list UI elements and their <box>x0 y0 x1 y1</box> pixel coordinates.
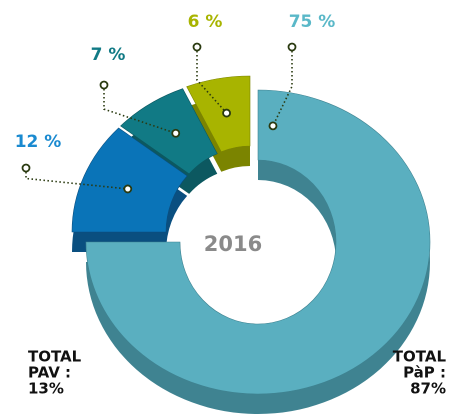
center-label: 2016 <box>204 232 262 256</box>
leader-dot <box>222 108 231 118</box>
total-label: 87% <box>410 380 446 398</box>
total-label: TOTAL <box>393 348 447 366</box>
value-label: 7 % <box>91 45 126 65</box>
slice-tops <box>71 75 431 395</box>
total-label: 13% <box>28 380 64 398</box>
leader-line <box>272 47 293 127</box>
total-label: TOTAL <box>28 348 82 366</box>
leader-line <box>103 85 176 134</box>
leader-dot <box>192 42 202 52</box>
leader-dot <box>268 121 278 131</box>
value-label: 6 % <box>188 12 223 32</box>
total-label: PàP : <box>403 364 446 382</box>
leader-dot <box>123 184 133 194</box>
leader-line <box>196 47 228 114</box>
leader-dot <box>171 128 181 138</box>
leader-dot <box>21 163 31 173</box>
leader-dot <box>287 42 297 52</box>
leader-dot <box>99 80 109 90</box>
total-label: PAV : <box>28 364 71 382</box>
slice <box>85 89 431 395</box>
slice <box>186 75 251 153</box>
value-label: 12 % <box>15 132 62 152</box>
value-label: 75 % <box>289 12 336 32</box>
slice <box>71 127 188 233</box>
